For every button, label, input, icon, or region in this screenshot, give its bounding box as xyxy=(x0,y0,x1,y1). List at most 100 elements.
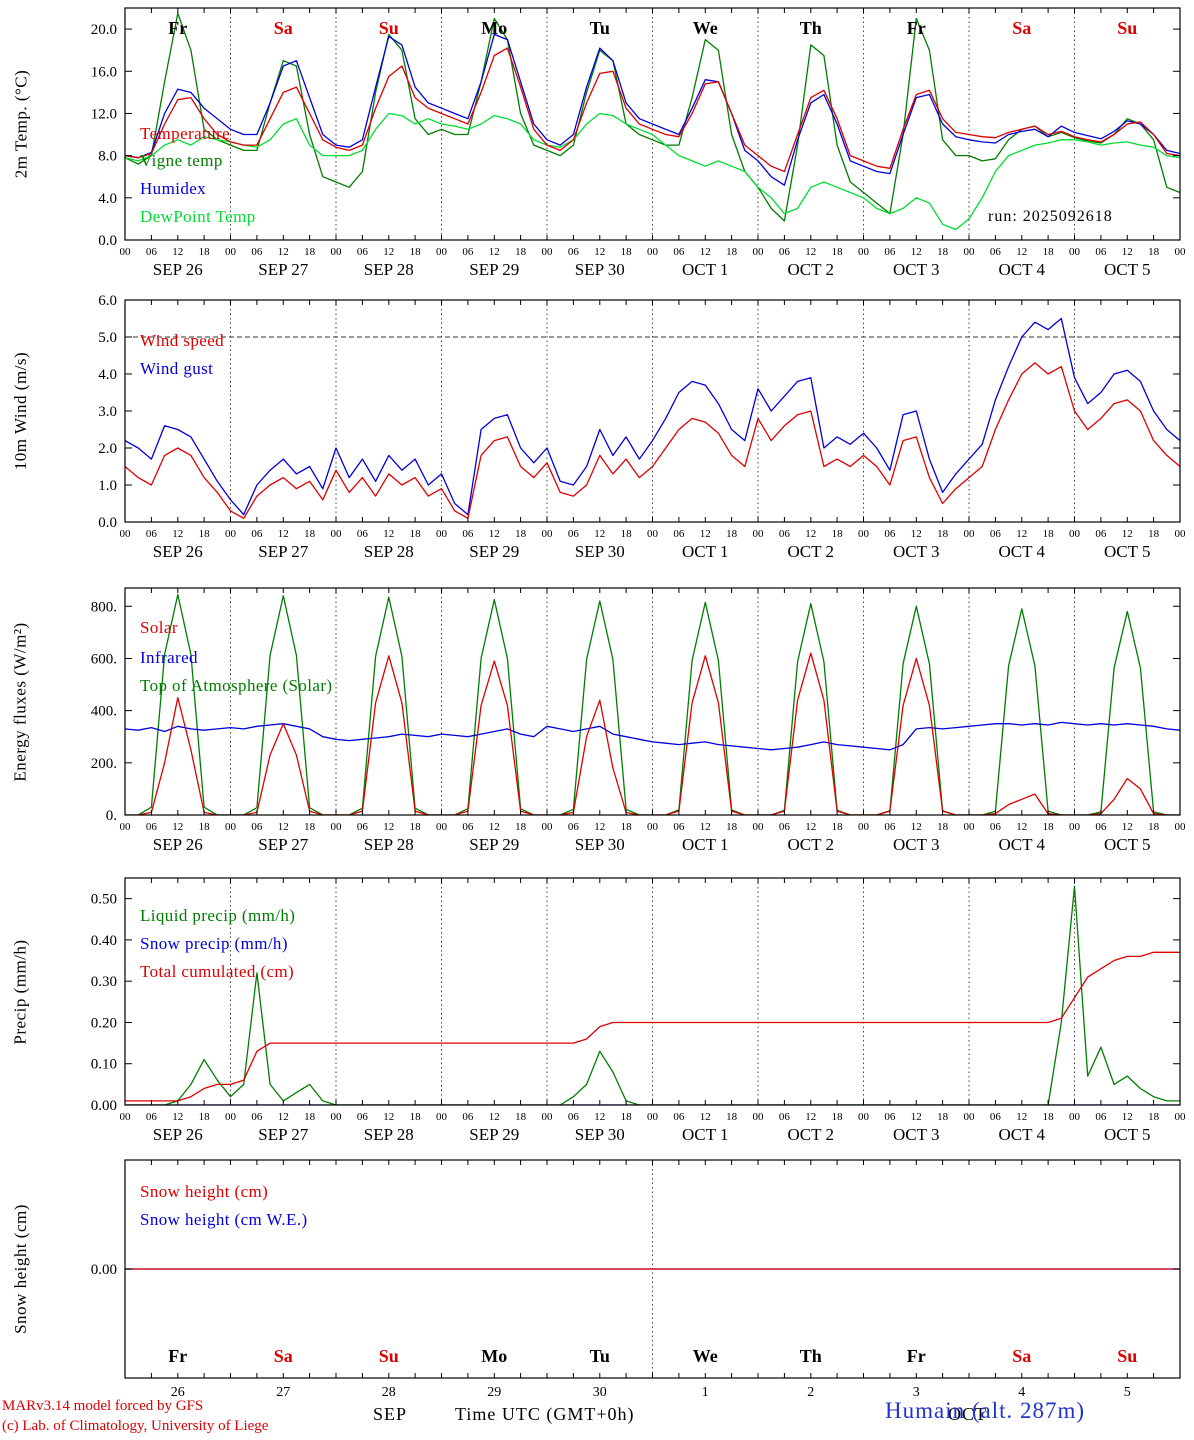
hour-label: 12 xyxy=(489,821,500,833)
run-label: run: 2025092618 xyxy=(988,208,1113,225)
y-tick-label: 0.0 xyxy=(98,515,117,531)
y-axis-title-energy: Energy fluxes (W/m²) xyxy=(0,588,42,815)
panel-3-energy-fluxes: 0. 200. 400. 600. 800. 00 06 12 18 00 06 12 18 00 06 12… xyxy=(91,587,1187,854)
hour-label: 00 xyxy=(542,821,554,833)
hour-label: 00 xyxy=(1069,246,1081,258)
hour-label: 00 xyxy=(1175,246,1187,258)
hour-label: 18 xyxy=(621,246,633,258)
weekday-label: Th xyxy=(800,18,822,38)
hour-label: 12 xyxy=(700,528,711,540)
hour-label: 00 xyxy=(753,246,765,258)
hour-label: 06 xyxy=(1095,528,1107,540)
hour-label: 12 xyxy=(700,1111,711,1123)
hour-label: 06 xyxy=(884,246,896,258)
hour-label: 06 xyxy=(357,528,369,540)
hour-label: 18 xyxy=(515,821,527,833)
legend-liquid-precip: Liquid precip (mm/h) xyxy=(140,906,296,925)
hour-label: 06 xyxy=(673,821,685,833)
y-axis-title-snow: Snow height (cm) xyxy=(0,1160,42,1378)
date-label: OCT 4 xyxy=(999,835,1046,854)
hour-label: 12 xyxy=(700,246,711,258)
hour-label: 12 xyxy=(383,246,394,258)
hour-label: 18 xyxy=(1148,246,1160,258)
hour-label: 12 xyxy=(278,528,289,540)
series-top-of-atmosphere-solar- xyxy=(125,593,1180,815)
hour-label: 06 xyxy=(990,246,1002,258)
y-tick-label: 0.0 xyxy=(98,233,117,249)
date-label: OCT 5 xyxy=(1104,260,1150,279)
series-total-cumulated-cm- xyxy=(125,951,1180,1102)
hour-label: 00 xyxy=(1175,821,1187,833)
date-label: OCT 1 xyxy=(682,1125,728,1144)
hour-label: 00 xyxy=(331,528,343,540)
hour-label: 18 xyxy=(410,821,422,833)
series-wind-gust xyxy=(125,317,1180,516)
hour-label: 06 xyxy=(884,528,896,540)
hour-label: 18 xyxy=(726,1111,738,1123)
y-tick-label: 16.0 xyxy=(91,64,117,80)
hour-label: 18 xyxy=(304,821,316,833)
hour-label: 06 xyxy=(990,1111,1002,1123)
y-tick-label: 4.0 xyxy=(98,367,117,383)
hour-label: 06 xyxy=(251,1111,263,1123)
hour-label: 18 xyxy=(1043,821,1055,833)
series-humidex xyxy=(125,33,1180,186)
day-number-label: 4 xyxy=(1018,1385,1025,1400)
date-label: SEP 30 xyxy=(575,542,625,561)
hour-label: 18 xyxy=(515,528,527,540)
date-label: SEP 28 xyxy=(364,1125,414,1144)
y-axis-title-snow-text: Snow height (cm) xyxy=(11,1204,31,1334)
hour-label: 18 xyxy=(1043,1111,1055,1123)
hour-label: 12 xyxy=(1122,246,1133,258)
hour-label: 06 xyxy=(462,528,474,540)
hour-label: 00 xyxy=(964,821,976,833)
hour-label: 06 xyxy=(884,1111,896,1123)
hour-label: 06 xyxy=(251,246,263,258)
credit-lab: (c) Lab. of Climatology, University of L… xyxy=(2,1418,269,1434)
hour-label: 18 xyxy=(621,1111,633,1123)
weekday-label: Tu xyxy=(590,1346,610,1366)
hour-label: 12 xyxy=(383,1111,394,1123)
date-label: SEP 26 xyxy=(153,1125,203,1144)
station-label: Humain (alt. 287m) xyxy=(885,1398,1086,1423)
hour-label: 06 xyxy=(251,528,263,540)
y-axis-title-temp-text: 2m Temp. (°C) xyxy=(11,69,30,179)
hour-label: 00 xyxy=(542,528,554,540)
weekday-label: Su xyxy=(379,18,399,38)
panel-1-2m-temperature: 0.0 4.0 8.0 12.0 16.0 20.0 00 06 12 18 00 06 12 18 00 0… xyxy=(91,7,1187,279)
date-label: SEP 30 xyxy=(575,260,625,279)
y-tick-label: 0.00 xyxy=(91,1262,117,1278)
series-dewpoint-temp xyxy=(125,112,1180,231)
weekday-label: We xyxy=(693,1346,718,1366)
hour-label: 12 xyxy=(278,821,289,833)
series-infrared xyxy=(125,721,1180,751)
y-tick-label: 0.20 xyxy=(91,1015,117,1031)
hour-label: 00 xyxy=(858,528,870,540)
weekday-label: Fr xyxy=(168,18,187,38)
legend-humidex: Humidex xyxy=(140,179,207,198)
y-tick-label: 0.10 xyxy=(91,1057,117,1073)
hour-label: 06 xyxy=(568,246,580,258)
y-tick-label: 800. xyxy=(91,599,117,615)
hour-label: 12 xyxy=(594,1111,605,1123)
hour-label: 06 xyxy=(462,246,474,258)
hour-label: 00 xyxy=(753,821,765,833)
hour-label: 06 xyxy=(251,821,263,833)
hour-label: 12 xyxy=(805,1111,816,1123)
hour-label: 18 xyxy=(199,821,211,833)
panel-2-10m-wind: 0.0 1.0 2.0 3.0 4.0 5.0 6.0 00 06 12 18 00 06 12 18 00 0… xyxy=(98,293,1186,561)
y-tick-label: 20.0 xyxy=(91,22,117,38)
hour-label: 18 xyxy=(832,246,844,258)
hour-label: 12 xyxy=(278,1111,289,1123)
hour-label: 00 xyxy=(964,528,976,540)
day-number-label: 27 xyxy=(276,1385,290,1400)
hour-label: 06 xyxy=(462,821,474,833)
hour-label: 00 xyxy=(1069,821,1081,833)
hour-label: 00 xyxy=(120,246,132,258)
hour-label: 00 xyxy=(858,1111,870,1123)
hour-label: 00 xyxy=(964,246,976,258)
series-group xyxy=(125,593,1180,815)
hour-label: 12 xyxy=(172,821,183,833)
hour-label: 18 xyxy=(304,1111,316,1123)
